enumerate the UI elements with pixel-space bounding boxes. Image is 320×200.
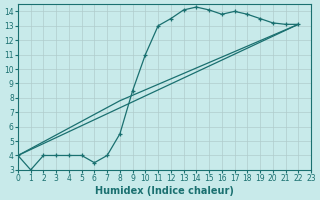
X-axis label: Humidex (Indice chaleur): Humidex (Indice chaleur) bbox=[95, 186, 234, 196]
